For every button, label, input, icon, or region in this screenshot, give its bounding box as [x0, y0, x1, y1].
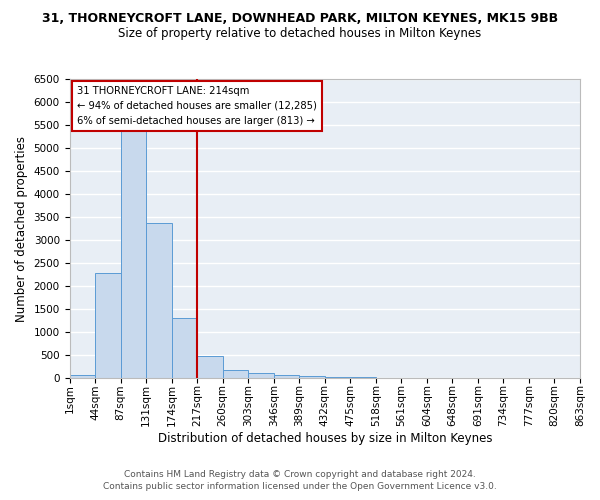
Text: Size of property relative to detached houses in Milton Keynes: Size of property relative to detached ho…	[118, 28, 482, 40]
Bar	[95, 273, 121, 378]
X-axis label: Distribution of detached houses by size in Milton Keynes: Distribution of detached houses by size …	[158, 432, 492, 445]
Y-axis label: Number of detached properties: Number of detached properties	[15, 136, 28, 322]
Bar	[121, 128, 146, 378]
Bar	[172, 318, 197, 378]
Bar	[325, 376, 350, 378]
Bar	[70, 374, 95, 378]
Bar	[299, 376, 325, 378]
Bar	[146, 222, 172, 378]
Bar	[197, 356, 223, 378]
Bar	[248, 373, 274, 378]
Text: 31 THORNEYCROFT LANE: 214sqm
← 94% of detached houses are smaller (12,285)
6% of: 31 THORNEYCROFT LANE: 214sqm ← 94% of de…	[77, 86, 317, 126]
Text: 31, THORNEYCROFT LANE, DOWNHEAD PARK, MILTON KEYNES, MK15 9BB: 31, THORNEYCROFT LANE, DOWNHEAD PARK, MI…	[42, 12, 558, 26]
Text: Contains HM Land Registry data © Crown copyright and database right 2024.: Contains HM Land Registry data © Crown c…	[124, 470, 476, 479]
Bar	[274, 374, 299, 378]
Text: Contains public sector information licensed under the Open Government Licence v3: Contains public sector information licen…	[103, 482, 497, 491]
Bar	[223, 370, 248, 378]
